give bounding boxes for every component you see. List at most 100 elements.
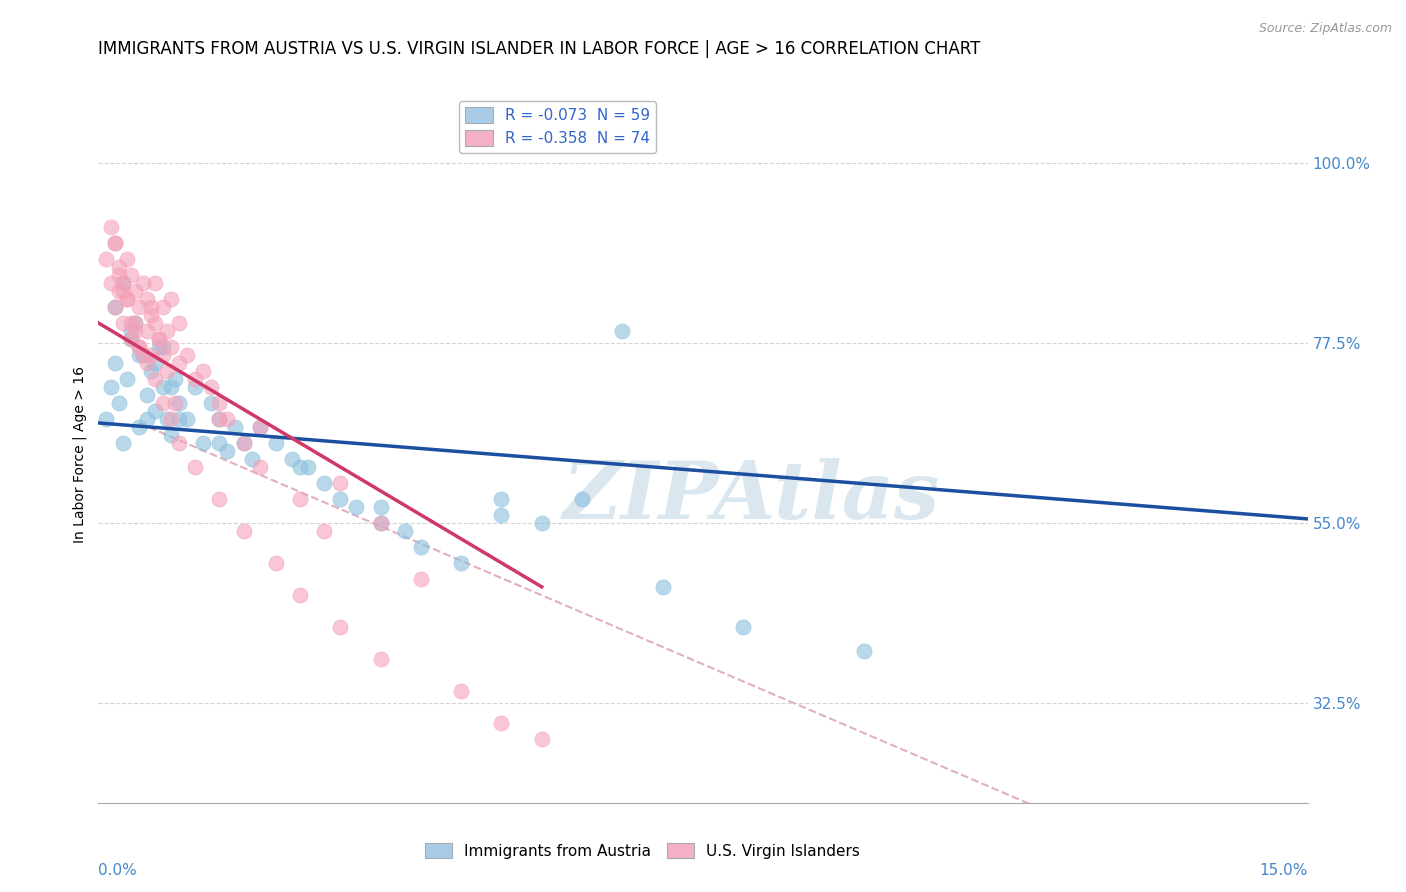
Point (314, 475, 336, 490)
Point (491, 491, 513, 506)
Text: 15.0%: 15.0% (1260, 863, 1308, 878)
Point (193, 364, 215, 378)
Point (733, 620, 755, 634)
Point (135, 412, 157, 426)
Point (152, 396, 174, 410)
Point (152, 380, 174, 394)
Point (208, 436, 231, 450)
Point (139, 308, 162, 322)
Point (853, 644, 876, 658)
Point (103, 356, 125, 370)
Point (160, 292, 183, 306)
Point (143, 356, 166, 370)
Point (288, 459, 311, 474)
Point (160, 380, 183, 394)
Point (491, 715, 513, 730)
Point (314, 524, 336, 538)
Point (152, 300, 174, 314)
Point (132, 276, 155, 290)
Point (163, 396, 186, 410)
Point (115, 292, 138, 306)
Point (143, 276, 166, 290)
Point (132, 348, 155, 362)
Point (148, 332, 170, 346)
Point (288, 588, 311, 602)
Text: 0.0%: 0.0% (98, 863, 138, 878)
Point (124, 316, 146, 330)
Point (107, 268, 129, 282)
Point (176, 412, 198, 426)
Point (152, 348, 174, 362)
Point (208, 396, 231, 410)
Point (208, 491, 231, 506)
Point (128, 300, 150, 314)
Point (224, 420, 246, 434)
Point (264, 436, 287, 450)
Point (135, 356, 157, 370)
Point (148, 332, 170, 346)
Point (651, 580, 673, 594)
Point (232, 436, 254, 450)
Point (152, 340, 174, 354)
Point (124, 284, 146, 298)
Point (160, 412, 183, 426)
Point (329, 491, 352, 506)
Point (96, 412, 118, 426)
Point (111, 436, 134, 450)
Point (232, 524, 254, 538)
Point (107, 284, 129, 298)
Point (143, 316, 166, 330)
Point (111, 284, 134, 298)
Point (329, 475, 352, 490)
Point (100, 276, 122, 290)
Point (103, 300, 125, 314)
Point (184, 380, 207, 394)
Point (409, 540, 432, 554)
Point (249, 459, 271, 474)
Point (217, 412, 239, 426)
Point (249, 420, 271, 434)
Point (156, 364, 179, 378)
Point (240, 451, 263, 466)
Point (344, 500, 367, 514)
Point (100, 219, 122, 234)
Point (167, 412, 190, 426)
Point (232, 436, 254, 450)
Point (115, 372, 138, 386)
Point (111, 316, 134, 330)
Text: ZIPAtlas: ZIPAtlas (562, 458, 941, 535)
Point (156, 412, 179, 426)
Point (264, 556, 287, 570)
Point (450, 556, 472, 570)
Point (115, 252, 138, 266)
Point (200, 380, 222, 394)
Point (370, 516, 392, 530)
Point (120, 324, 142, 338)
Point (124, 324, 146, 338)
Point (156, 324, 179, 338)
Point (128, 420, 150, 434)
Point (370, 516, 392, 530)
Point (409, 572, 432, 586)
Point (297, 459, 319, 474)
Point (200, 396, 222, 410)
Point (612, 324, 634, 338)
Point (124, 316, 146, 330)
Point (120, 332, 142, 346)
Point (139, 348, 162, 362)
Point (208, 412, 231, 426)
Point (100, 380, 122, 394)
Point (103, 235, 125, 250)
Point (530, 731, 553, 746)
Point (135, 292, 157, 306)
Text: IMMIGRANTS FROM AUSTRIA VS U.S. VIRGIN ISLANDER IN LABOR FORCE | AGE > 16 CORREL: IMMIGRANTS FROM AUSTRIA VS U.S. VIRGIN I… (98, 40, 981, 58)
Point (167, 396, 190, 410)
Point (128, 348, 150, 362)
Point (115, 292, 138, 306)
Point (160, 340, 183, 354)
Point (107, 260, 129, 274)
Point (167, 316, 190, 330)
Point (143, 404, 166, 418)
Point (128, 340, 150, 354)
Point (394, 524, 416, 538)
